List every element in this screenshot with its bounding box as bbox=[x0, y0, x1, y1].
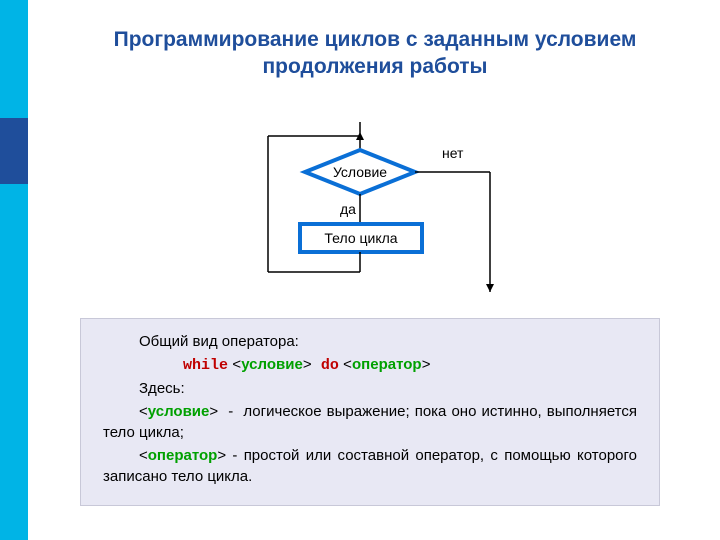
sidebar-accent-dark bbox=[0, 118, 28, 184]
no-label: нет bbox=[442, 145, 464, 161]
intro-line: Общий вид оператора: bbox=[103, 331, 637, 352]
sidebar-accent bbox=[0, 0, 28, 540]
op-desc-line: <оператор> - простой или составной опера… bbox=[103, 445, 637, 487]
cond-desc-line: <условие> - логическое выражение; пока о… bbox=[103, 401, 637, 443]
arrowhead-exit bbox=[486, 284, 494, 292]
kw-do: do bbox=[321, 357, 339, 374]
kw-while: while bbox=[183, 357, 228, 374]
flowchart-diagram: Условие да Тело цикла нет bbox=[240, 122, 520, 292]
condition-label: Условие bbox=[333, 164, 387, 180]
flowchart-svg: Условие да Тело цикла нет bbox=[240, 122, 520, 292]
description-box: Общий вид оператора: while <условие> do … bbox=[80, 318, 660, 506]
syntax-line: while <условие> do <оператор> bbox=[103, 354, 637, 376]
here-line: Здесь: bbox=[103, 378, 637, 399]
body-label: Тело цикла bbox=[324, 230, 397, 246]
op-placeholder: оператор bbox=[352, 356, 422, 373]
page-title: Программирование циклов с заданным услов… bbox=[60, 26, 690, 81]
yes-label: да bbox=[340, 201, 356, 217]
cond-placeholder: условие bbox=[241, 356, 303, 373]
